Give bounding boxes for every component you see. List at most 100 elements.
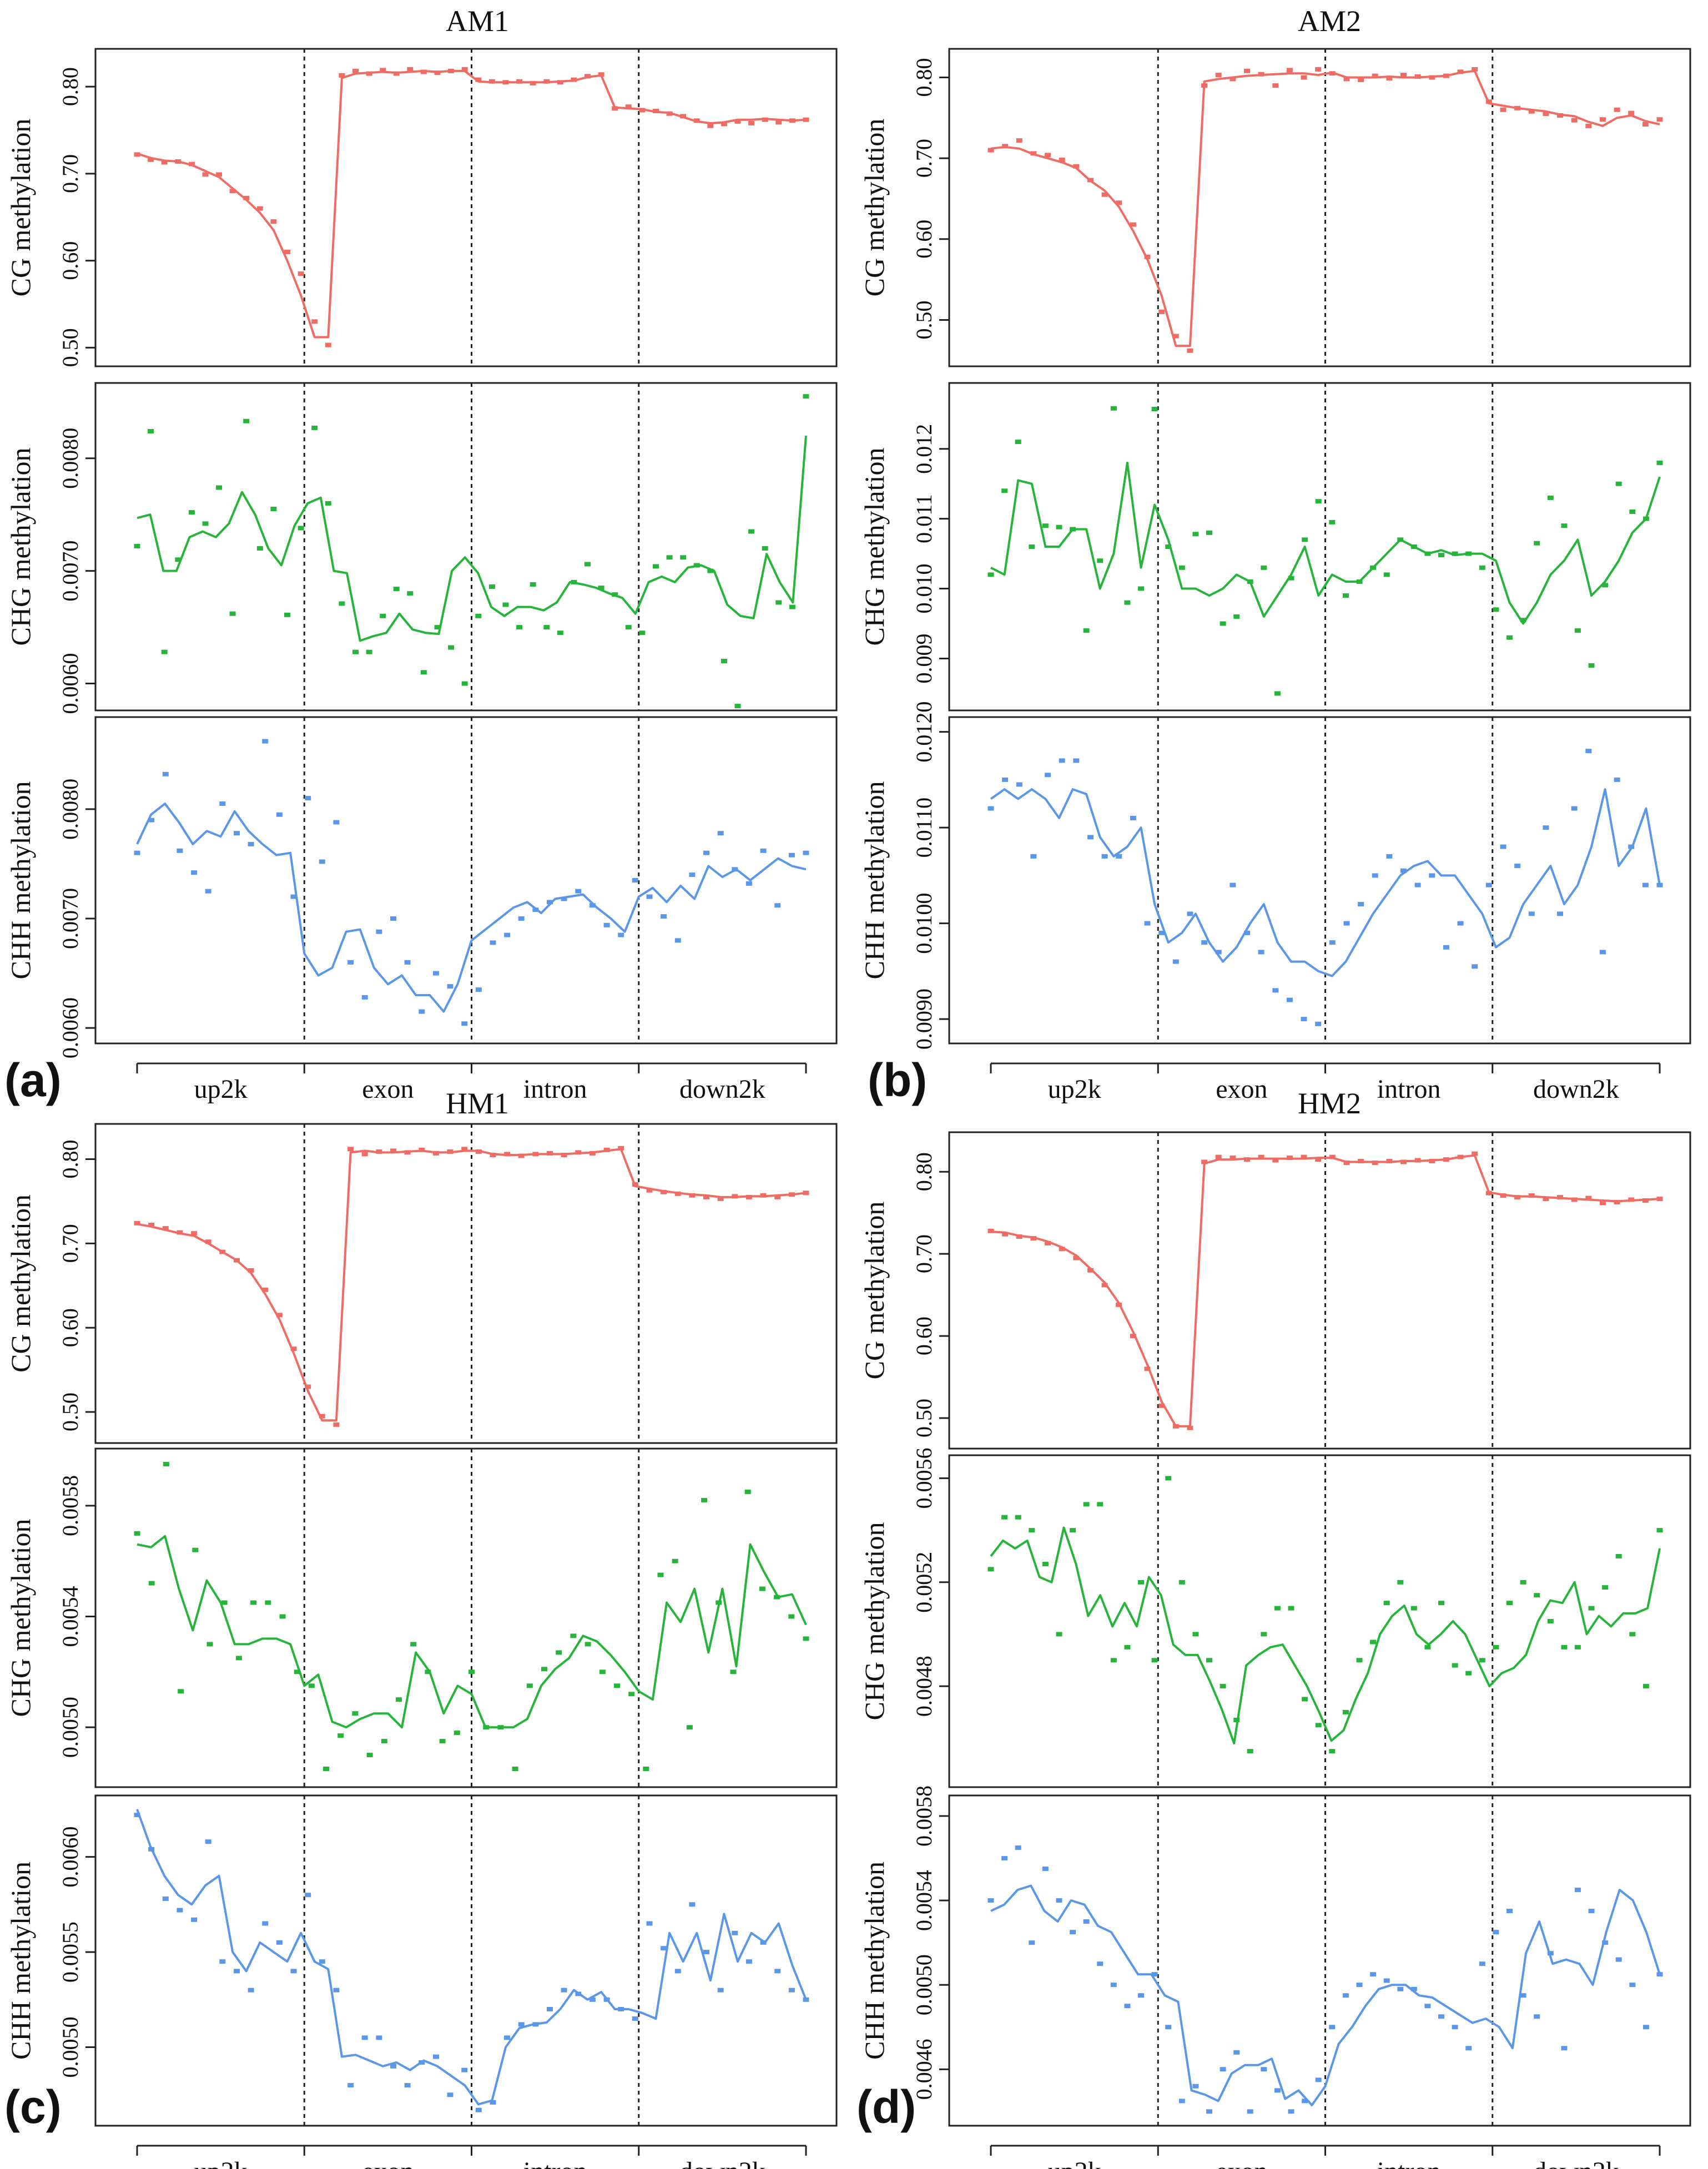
y-axis-label: CHH methylation bbox=[859, 781, 890, 980]
data-point bbox=[1410, 544, 1417, 549]
y-tick-label: 0.0046 bbox=[911, 2039, 936, 2100]
series-line-chg bbox=[990, 1526, 1661, 1745]
data-point bbox=[987, 1228, 994, 1233]
series-line-chg bbox=[990, 461, 1661, 625]
data-point bbox=[404, 1150, 411, 1155]
y-axis-label: CHG methylation bbox=[5, 448, 36, 646]
data-point bbox=[789, 604, 795, 609]
data-point bbox=[461, 67, 468, 72]
data-point bbox=[404, 2083, 411, 2088]
data-point bbox=[762, 546, 768, 551]
data-point bbox=[361, 1152, 368, 1157]
data-point bbox=[248, 841, 254, 846]
data-point bbox=[1438, 2014, 1444, 2019]
data-point bbox=[1315, 1021, 1322, 1026]
data-point bbox=[221, 1600, 228, 1605]
x-tick-label-intron: intron bbox=[1377, 1075, 1441, 1104]
data-point bbox=[703, 850, 709, 855]
x-tick-label-down2k: down2k bbox=[1533, 1075, 1619, 1104]
data-point bbox=[603, 1147, 610, 1152]
data-point bbox=[311, 425, 318, 430]
y-tick-label: 0.011 bbox=[911, 494, 936, 543]
data-point bbox=[419, 1147, 425, 1152]
data-point bbox=[1158, 930, 1165, 935]
data-point bbox=[1329, 1749, 1336, 1754]
y-tick-label: 0.0050 bbox=[911, 1954, 936, 2015]
data-point bbox=[759, 1586, 765, 1591]
data-point bbox=[1358, 902, 1364, 907]
y-axis-label: CHH methylation bbox=[859, 1862, 890, 2060]
data-point bbox=[1472, 1151, 1478, 1156]
data-point bbox=[653, 109, 659, 113]
data-point bbox=[188, 162, 195, 167]
data-point bbox=[1206, 1658, 1212, 1663]
data-point bbox=[1172, 334, 1179, 339]
data-point bbox=[339, 601, 345, 606]
data-point bbox=[1561, 523, 1568, 528]
data-point bbox=[1457, 69, 1464, 74]
data-point bbox=[1370, 1972, 1377, 1977]
data-point bbox=[661, 1189, 667, 1194]
data-point bbox=[1274, 1606, 1281, 1611]
data-point bbox=[1520, 1993, 1526, 1998]
data-point bbox=[614, 1683, 620, 1688]
data-point bbox=[1500, 844, 1507, 849]
data-point bbox=[556, 1650, 562, 1655]
data-point bbox=[425, 1669, 431, 1674]
data-point bbox=[1528, 911, 1535, 916]
data-point bbox=[376, 1149, 382, 1154]
data-point bbox=[1101, 192, 1108, 197]
data-point bbox=[1230, 77, 1236, 82]
data-point bbox=[1397, 537, 1404, 542]
data-point bbox=[1124, 600, 1131, 605]
data-point bbox=[265, 1600, 271, 1605]
subplot-a-chg: 0.0060 0.0070 0.0080 CHG methylation bbox=[5, 382, 838, 714]
y-tick-label: 0.60 bbox=[58, 241, 83, 280]
data-point bbox=[1097, 558, 1104, 563]
data-point bbox=[1302, 2099, 1308, 2104]
data-point bbox=[1165, 1476, 1172, 1481]
data-point bbox=[760, 848, 767, 853]
data-point bbox=[1016, 1234, 1022, 1239]
data-point bbox=[393, 71, 400, 76]
data-point bbox=[366, 1753, 373, 1758]
data-point bbox=[803, 1997, 809, 2002]
data-point bbox=[1015, 1515, 1021, 1520]
data-point bbox=[1372, 873, 1378, 878]
data-point bbox=[1500, 1193, 1507, 1198]
data-point bbox=[1472, 67, 1478, 72]
data-point bbox=[666, 555, 673, 560]
y-tick-label: 0.70 bbox=[911, 1234, 936, 1273]
data-point bbox=[1534, 541, 1540, 546]
data-point bbox=[1386, 854, 1393, 859]
data-point bbox=[774, 1595, 780, 1600]
data-point bbox=[625, 104, 632, 109]
y-tick-label: 0.70 bbox=[58, 154, 83, 193]
data-point bbox=[284, 249, 290, 254]
subplot-a-cg: 0.50 0.60 0.70 0.80 CG methylation bbox=[5, 48, 838, 367]
data-point bbox=[1233, 2050, 1240, 2055]
data-point bbox=[243, 195, 250, 200]
y-tick-label: 0.0048 bbox=[911, 1656, 936, 1717]
data-point bbox=[589, 1997, 596, 2002]
plot-frame bbox=[948, 1131, 1691, 1450]
data-point bbox=[1215, 1154, 1222, 1159]
data-point bbox=[262, 739, 269, 744]
y-tick-label: 0.80 bbox=[58, 67, 83, 106]
data-point bbox=[530, 582, 536, 587]
data-point bbox=[760, 1193, 767, 1198]
y-tick-label: 0.0054 bbox=[58, 1586, 83, 1647]
data-point bbox=[1286, 68, 1293, 73]
data-point bbox=[1356, 579, 1363, 584]
series-line-chh bbox=[136, 1809, 807, 2106]
data-point bbox=[1045, 773, 1051, 778]
data-point bbox=[689, 1193, 696, 1198]
subplot-b-chg: 0.009 0.010 0.011 0.012 CHG methylation bbox=[859, 382, 1691, 712]
data-point bbox=[1215, 950, 1222, 955]
data-point bbox=[1056, 1898, 1062, 1903]
data-point bbox=[475, 987, 482, 992]
data-point bbox=[419, 1009, 425, 1014]
data-point bbox=[1493, 1645, 1499, 1650]
plot-frame bbox=[94, 1794, 838, 2127]
data-point bbox=[1642, 122, 1649, 127]
